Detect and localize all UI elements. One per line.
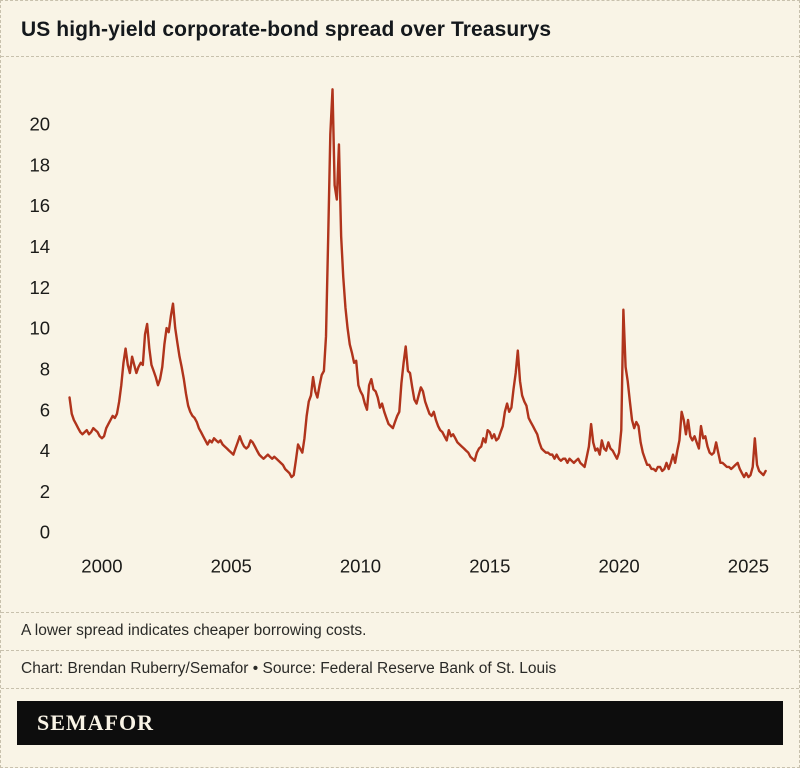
credit-line: Chart: Brendan Ruberry/Semafor • Source:… bbox=[21, 660, 557, 678]
page-title: US high-yield corporate-bond spread over… bbox=[21, 18, 552, 41]
y-tick-label: 2 bbox=[40, 481, 50, 502]
y-tick-label: 4 bbox=[40, 440, 50, 461]
y-tick-label: 12 bbox=[29, 277, 50, 298]
y-tick-label: 0 bbox=[40, 522, 50, 543]
footnote: A lower spread indicates cheaper borrowi… bbox=[21, 622, 367, 640]
x-tick-label: 2010 bbox=[340, 555, 381, 576]
y-tick-label: 10 bbox=[29, 318, 50, 339]
y-tick-label: 16 bbox=[29, 195, 50, 216]
y-tick-label: 6 bbox=[40, 399, 50, 420]
x-tick-label: 2025 bbox=[728, 555, 769, 576]
spread-line bbox=[68, 88, 767, 479]
y-tick-label: 20 bbox=[29, 114, 50, 135]
x-tick-label: 2015 bbox=[469, 555, 510, 576]
credit-row: Chart: Brendan Ruberry/Semafor • Source:… bbox=[1, 651, 799, 688]
semafor-logo: SEMAFOR bbox=[37, 710, 154, 736]
chart-area: 0 2 4 6 8 10 12 14 16 18 20 2000 2005 2010 2015 2020 202… bbox=[1, 57, 799, 612]
x-tick-label: 2000 bbox=[81, 555, 122, 576]
chart-divider bbox=[1, 612, 799, 614]
y-tick-label: 8 bbox=[40, 358, 50, 379]
x-tick-label: 2005 bbox=[211, 555, 252, 576]
y-tick-label: 18 bbox=[29, 154, 50, 175]
brand-section: SEMAFOR bbox=[1, 689, 799, 767]
note-divider bbox=[1, 650, 799, 652]
credit-divider bbox=[1, 688, 799, 690]
x-tick-label: 2020 bbox=[598, 555, 639, 576]
chart-header: US high-yield corporate-bond spread over… bbox=[1, 1, 799, 56]
spread-chart-svg: 0 2 4 6 8 10 12 14 16 18 20 2000 2005 2010 2015 2020 202… bbox=[29, 88, 769, 576]
header-divider bbox=[1, 56, 799, 57]
footnote-row: A lower spread indicates cheaper borrowi… bbox=[1, 613, 799, 650]
y-tick-label: 14 bbox=[29, 236, 50, 257]
brand-bar: SEMAFOR bbox=[17, 701, 783, 746]
